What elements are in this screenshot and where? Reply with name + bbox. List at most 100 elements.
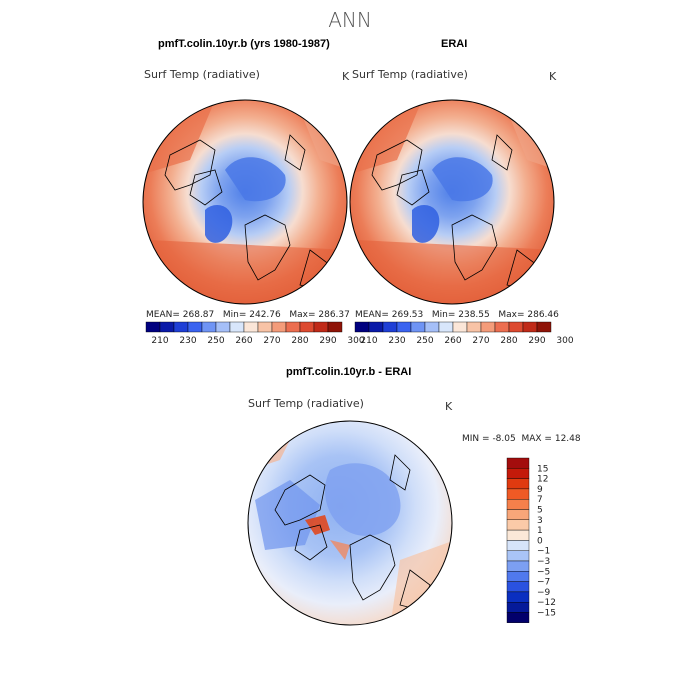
colorbar-tick-label: 12 <box>537 475 548 485</box>
mean-value: 268.87 <box>182 310 215 320</box>
colorbar-swatch <box>215 321 231 333</box>
colorbar-swatch <box>466 321 482 333</box>
colorbar-swatch <box>145 321 161 333</box>
colorbar-tick-label: −12 <box>537 598 556 608</box>
colorbar-swatch <box>187 321 203 333</box>
panel-1-title: pmfT.colin.10yr.b (yrs 1980-1987) <box>158 38 330 50</box>
colorbar-tick-label: 290 <box>319 336 336 346</box>
colorbar-tick-label: 270 <box>472 336 489 346</box>
colorbar-swatch <box>506 509 530 521</box>
colorbar-tick-label: 290 <box>528 336 545 346</box>
colorbar-tick-label: −5 <box>537 567 550 577</box>
colorbar-tick-label: −7 <box>537 578 550 588</box>
panel-2-title: ERAI <box>441 38 468 50</box>
panel-2-stats: MEAN= 269.53 Min= 238.55 Max= 286.46 <box>355 310 559 320</box>
colorbar-swatch <box>506 478 530 490</box>
colorbar-swatch <box>522 321 538 333</box>
colorbar-swatch <box>452 321 468 333</box>
map-panel-3 <box>247 420 453 626</box>
colorbar-tick-label: 300 <box>347 336 364 346</box>
colorbar-tick-label: −1 <box>537 547 550 557</box>
colorbar-tick-label: 9 <box>537 485 543 495</box>
figure-title: ANN <box>328 8 372 32</box>
colorbar-tick-label: 15 <box>537 464 548 474</box>
colorbar-swatch <box>285 321 301 333</box>
colorbar-swatch <box>438 321 454 333</box>
colorbar-swatch <box>327 321 343 333</box>
colorbar-tick-label: −9 <box>537 588 551 598</box>
colorbar-swatch <box>368 321 384 333</box>
colorbar-swatch <box>506 488 530 500</box>
colorbar-swatch <box>506 468 530 479</box>
min-label: MIN = <box>462 434 490 444</box>
colorbar-swatch <box>173 321 189 333</box>
colorbar-swatch <box>229 321 245 333</box>
max-label: Max= <box>289 310 316 320</box>
colorbar-swatch <box>508 321 524 333</box>
colorbar-tick-label: −15 <box>537 609 556 619</box>
colorbar-swatch <box>506 612 530 624</box>
colorbar-swatch <box>494 321 510 333</box>
map-panel-1 <box>142 99 348 305</box>
colorbar-swatch <box>424 321 440 333</box>
colorbar-tick-label: 260 <box>444 336 461 346</box>
colorbar-tick-label: 280 <box>500 336 517 346</box>
colorbar-swatch <box>506 457 530 469</box>
panel-1-stats: MEAN= 268.87 Min= 242.76 Max= 286.37 <box>146 310 350 320</box>
colorbar-tick-label: 300 <box>556 336 573 346</box>
colorbar-swatch <box>506 529 530 541</box>
colorbar-swatch <box>257 321 273 333</box>
panel-3-variable: Surf Temp (radiative) <box>248 397 364 410</box>
panel-1-units: K <box>342 70 350 83</box>
max-value: 12.48 <box>554 434 581 444</box>
colorbar-swatch <box>506 581 530 593</box>
colorbar-swatch <box>396 321 412 333</box>
colorbar-tick-label: 210 <box>151 336 168 346</box>
max-value: 286.37 <box>318 310 350 320</box>
mean-value: 269.53 <box>391 310 424 320</box>
colorbar-tick-label: 280 <box>291 336 308 346</box>
colorbar-swatch <box>506 571 530 582</box>
colorbar-tick-label: 210 <box>360 336 377 346</box>
min-value: 238.55 <box>458 310 490 320</box>
colorbar-swatch <box>159 321 175 333</box>
panel-3-title: pmfT.colin.10yr.b - ERAI <box>286 366 412 378</box>
max-value: 286.46 <box>527 310 559 320</box>
colorbar-swatch <box>299 321 315 333</box>
map-panel-2 <box>349 99 555 305</box>
colorbar-swatch <box>271 321 287 333</box>
panel-3-units: K <box>445 400 453 413</box>
colorbar-swatch <box>382 321 398 333</box>
colorbar-tick-label: −3 <box>537 557 550 567</box>
panel-2-units: K <box>549 70 557 83</box>
colorbar-swatch <box>480 321 496 333</box>
min-value: 242.76 <box>249 310 281 320</box>
panel-1-variable: Surf Temp (radiative) <box>144 68 260 81</box>
colorbar-tick-label: 5 <box>537 506 543 516</box>
panel-3-stats: MIN = -8.05 MAX = 12.48 <box>462 434 581 444</box>
colorbar-swatch <box>354 321 370 333</box>
colorbar-tick-label: 260 <box>235 336 252 346</box>
colorbar-tick-label: 1 <box>537 526 543 536</box>
colorbar-swatch <box>201 321 217 333</box>
colorbar-panel-1: 210 230 250 260 270 280 290 300 <box>145 321 365 346</box>
colorbar-swatch <box>410 321 426 333</box>
colorbar-tick-label: 230 <box>388 336 405 346</box>
colorbar-tick-label: 7 <box>537 495 543 505</box>
colorbar-swatch <box>506 560 530 572</box>
colorbar-tick-label: 250 <box>207 336 224 346</box>
colorbar-panel-2: 210 230 250 260 270 280 290 300 <box>354 321 574 346</box>
colorbar-swatch <box>243 321 259 333</box>
max-label: Max= <box>498 310 525 320</box>
colorbar-swatch <box>506 591 530 603</box>
colorbar-swatch <box>506 540 530 551</box>
mean-label: MEAN= <box>355 310 389 320</box>
max-label: MAX = <box>521 434 552 444</box>
colorbar-swatch <box>506 602 530 613</box>
colorbar-swatch <box>506 499 530 510</box>
min-label: Min= <box>431 310 456 320</box>
colorbar-tick-label: 250 <box>416 336 433 346</box>
